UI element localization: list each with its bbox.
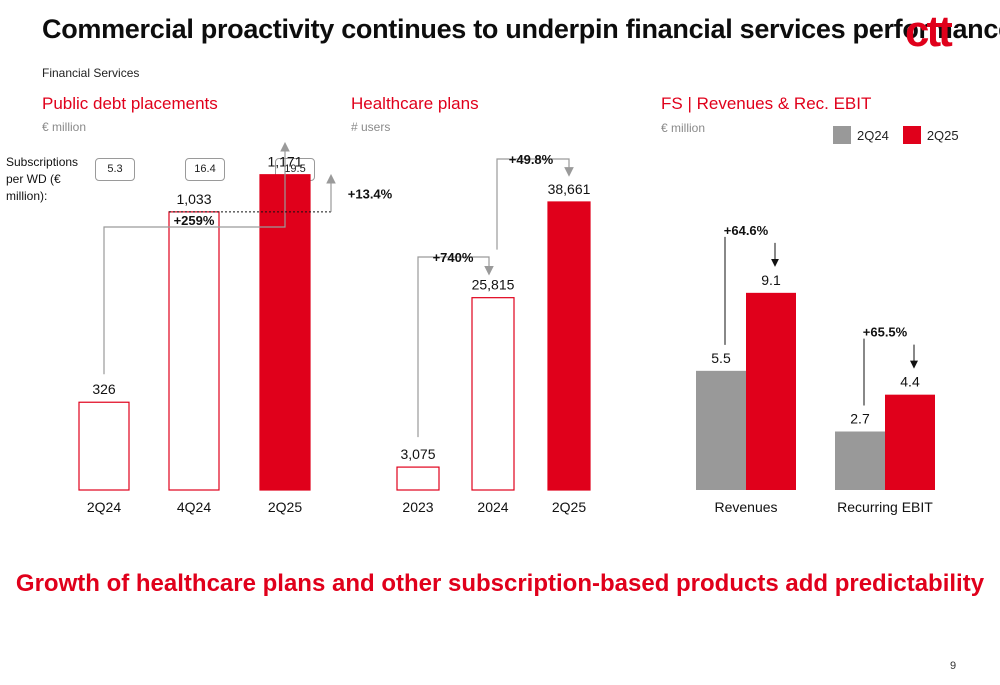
- legend-label-2q25: 2Q25: [926, 127, 959, 143]
- value-label-2q24: 326: [92, 381, 116, 397]
- x-label-2q24: 2Q24: [87, 499, 121, 515]
- bar-2q24: [78, 401, 130, 491]
- revenues-ebit-chart: 5.5 9.1 Revenues +64.6% 2.7 4.4 Recurring EBIT…: [696, 223, 935, 515]
- chart2-unit: # users: [351, 120, 391, 134]
- annotation-recurring-ebit: +65.5%: [863, 325, 908, 340]
- value-label-2024: 25,815: [472, 277, 515, 293]
- growth-arrow-259: [103, 141, 290, 375]
- bottom-message: Growth of healthcare plans and other sub…: [15, 570, 985, 597]
- page-number: 9: [950, 660, 957, 672]
- legend-item-2q25: 2Q25: [902, 126, 959, 144]
- annotation-49-8: +49.8%: [509, 152, 554, 167]
- chart3-legend: 2Q24 2Q25: [833, 126, 973, 144]
- growth-arrow-49-8: [496, 158, 574, 250]
- value-label-recurring-ebit-2q25: 4.4: [900, 374, 920, 390]
- value-label-4q24: 1,033: [176, 191, 211, 207]
- subscriptions-label: Subscriptions per WD (€ million):: [6, 155, 79, 203]
- growth-arrow-740: [417, 256, 494, 438]
- bar-2024: [471, 297, 515, 491]
- subscriptions-box-4q24: 16.4: [185, 158, 225, 181]
- x-label-revenues: Revenues: [714, 499, 777, 515]
- x-label-2023: 2023: [402, 499, 433, 515]
- legend-item-2q24: 2Q24: [833, 126, 889, 144]
- bar-recurring-ebit-2q24: [835, 431, 885, 490]
- bar-revenues-2q25: [746, 292, 796, 490]
- bar-recurring-ebit-2q25: [885, 394, 935, 490]
- annotation-740: +740%: [433, 250, 474, 265]
- ctt-logo: ctt: [905, 7, 953, 56]
- page-title: Commercial proactivity continues to unde…: [42, 14, 1000, 44]
- value-label-revenues-2q24: 5.5: [711, 350, 731, 366]
- annotation-259: +259%: [174, 213, 215, 228]
- x-label-4q24: 4Q24: [177, 499, 211, 515]
- value-label-recurring-ebit-2q24: 2.7: [850, 411, 870, 427]
- x-label-2q25: 2Q25: [552, 499, 586, 515]
- x-label-2q25: 2Q25: [268, 499, 302, 515]
- healthcare-chart: 3,075 2023 25,815 2024 38,661 2Q25 +740% +49.8%: [396, 152, 591, 515]
- annotation-revenues: +64.6%: [724, 223, 769, 238]
- legend-swatch-2q25: [902, 126, 921, 144]
- x-label-recurring-ebit: Recurring EBIT: [837, 499, 933, 515]
- annotation-13-4: +13.4%: [348, 186, 393, 201]
- bar-2023: [396, 466, 440, 491]
- chart3-unit: € million: [661, 121, 706, 135]
- value-label-revenues-2q25: 9.1: [761, 272, 781, 288]
- chart1-unit: € million: [42, 120, 87, 134]
- legend-swatch-2q24: [833, 126, 851, 144]
- value-label-2023: 3,075: [400, 446, 435, 462]
- chart3-title: FS | Revenues & Rec. EBIT: [661, 94, 872, 113]
- bar-4q24: [168, 211, 220, 491]
- legend-label-2q24: 2Q24: [857, 127, 889, 143]
- section-label: Financial Services: [42, 66, 140, 80]
- x-label-2024: 2024: [477, 499, 508, 515]
- value-label-2q25: 38,661: [548, 181, 591, 197]
- bar-revenues-2q24: [696, 370, 746, 490]
- chart2-title: Healthcare plans: [351, 94, 479, 113]
- chart1-title: Public debt placements: [42, 94, 218, 113]
- bar-2q25: [547, 201, 591, 491]
- subscriptions-box-2q24: 5.3: [95, 158, 135, 181]
